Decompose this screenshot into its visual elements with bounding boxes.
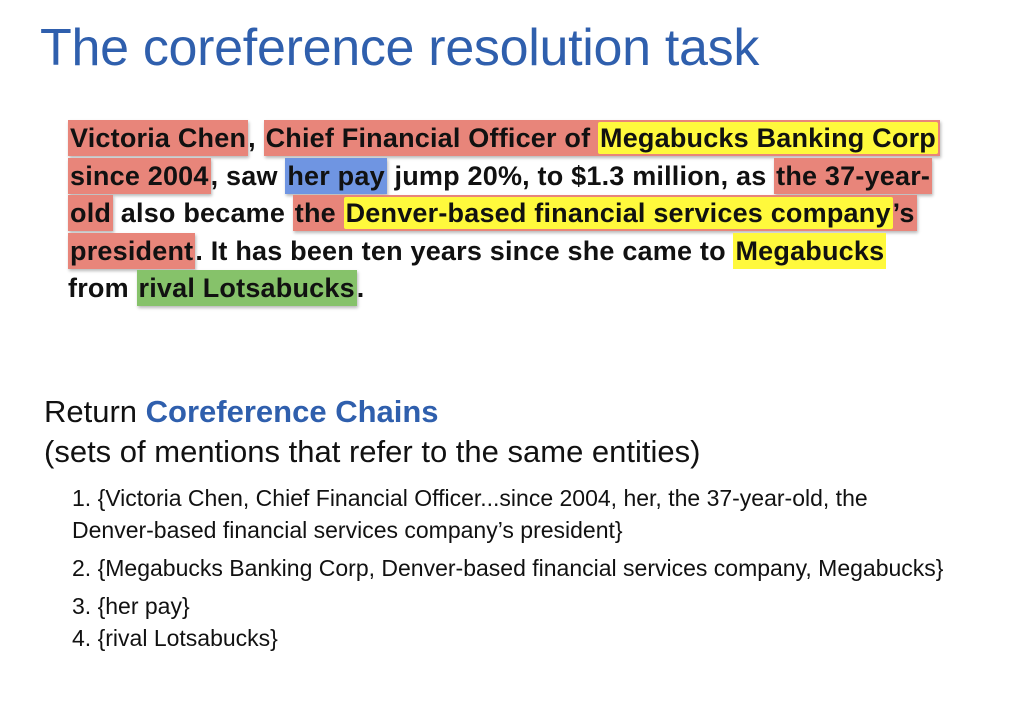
- mention-megabucks: Megabucks: [733, 232, 887, 269]
- mention-denver-based-company: Denver-based financial services company: [343, 197, 893, 229]
- chain-item: 2. {Megabucks Banking Corp, Denver-based…: [72, 555, 944, 581]
- passage-text: , saw: [210, 160, 286, 191]
- chains-heading: Return Coreference Chains (sets of menti…: [44, 392, 700, 472]
- chain-item: 3. {her pay}: [72, 593, 190, 619]
- passage-text: ’s president: [70, 198, 915, 266]
- chain-item: 4. {rival Lotsabucks}: [72, 625, 278, 651]
- chain-item: 1. {Victoria Chen, Chief Financial Offic…: [72, 485, 868, 543]
- example-passage: Victoria Chen, Chief Financial Officer o…: [68, 120, 948, 308]
- heading-line: Return Coreference Chains: [44, 392, 700, 432]
- passage-text: the: [294, 198, 344, 228]
- coreference-chain-list: 1. {Victoria Chen, Chief Financial Offic…: [72, 482, 952, 654]
- mention-megabucks-banking-corp: Megabucks Banking Corp: [598, 122, 938, 154]
- passage-text: since 2004: [70, 160, 209, 191]
- passage-text: Chief Financial Officer of: [265, 123, 599, 153]
- mention-rival-lotsabucks: rival Lotsabucks: [136, 270, 357, 306]
- passage-text: also became: [113, 198, 293, 228]
- heading-prefix: Return: [44, 394, 146, 429]
- passage-text: . It has been ten years since she came t…: [195, 235, 734, 266]
- slide-title: The coreference resolution task: [40, 19, 760, 77]
- heading-accent: Coreference Chains: [145, 394, 439, 429]
- mention-her-pay: her pay: [285, 157, 387, 194]
- heading-subtitle: (sets of mentions that refer to the same…: [44, 434, 701, 469]
- passage-text: .: [356, 273, 365, 303]
- passage-text: jump 20%, to $1.3 million, as: [386, 160, 775, 191]
- passage-text: ,: [248, 123, 264, 153]
- mention-victoria-chen: Victoria Chen: [68, 120, 249, 156]
- passage-text: from: [68, 273, 137, 303]
